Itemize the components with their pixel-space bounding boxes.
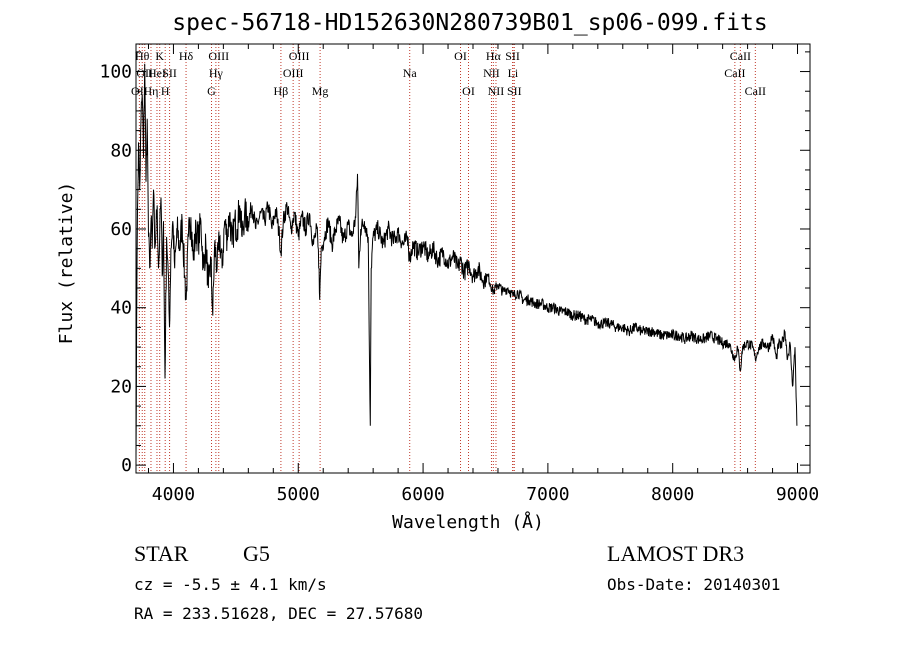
spectral-lines-layer [138, 44, 756, 473]
spectral-line-label: Li [508, 66, 519, 80]
y-tick-label: 80 [110, 140, 132, 161]
spectral-line-label: Hδ [179, 49, 194, 63]
y-tick-label: 40 [110, 298, 132, 319]
spectral-line-labels: OIIHθOIIHηHeIKHSIIHδGHγOIIIHβOIIIOIIIMgN… [131, 49, 766, 98]
spectral-line-label: OI [462, 84, 475, 98]
spectral-line-label: Mg [312, 84, 329, 98]
x-tick-label: 7000 [526, 484, 569, 505]
spectral-line-label: OIII [283, 66, 304, 80]
spectral-line-label: OIII [289, 49, 310, 63]
spectral-line-label: Na [403, 66, 418, 80]
y-tick-label: 0 [121, 455, 132, 476]
y-axis-label: Flux (relative) [56, 182, 77, 345]
y-tick-label: 100 [99, 62, 132, 83]
spectral-line-label: Hθ [135, 49, 150, 63]
spectral-line-label: Hα [486, 49, 502, 63]
x-tick-label: 4000 [152, 484, 195, 505]
x-tick-label: 9000 [776, 484, 819, 505]
spectral-line-label: HeI [148, 66, 166, 80]
spectral-line-label: H [161, 84, 170, 98]
coordinates: RA = 233.51628, DEC = 27.57680 [134, 604, 423, 623]
survey-name: LAMOST DR3 [607, 541, 745, 566]
spectral-line-label: Hβ [274, 84, 289, 98]
spectral-line-label: Hγ [209, 66, 224, 80]
spectral-line-label: CaII [730, 49, 751, 63]
spectral-line-label: CaII [745, 84, 766, 98]
spectral-line-label: CaII [724, 66, 745, 80]
x-tick-label: 8000 [651, 484, 694, 505]
plot-frame [135, 43, 811, 474]
chart-title: spec-56718-HD152630N280739B01_sp06-099.f… [172, 10, 768, 36]
obs-date: Obs-Date: 20140301 [607, 575, 781, 594]
spectral-line-label: K [155, 49, 164, 63]
spectral-line-label: SII [162, 66, 177, 80]
spectral-line-label: Hη [144, 84, 159, 98]
x-axis-label: Wavelength (Å) [392, 511, 544, 533]
spectral-line-label: G [207, 84, 216, 98]
spectral-line-label: SII [505, 49, 520, 63]
spectral-line-label: NII [483, 66, 500, 80]
spectral-line-label: NII [488, 84, 505, 98]
redshift-info: cz = -5.5 ± 4.1 km/s [134, 575, 327, 594]
object-class: STAR [134, 541, 189, 566]
flux-series-line [135, 63, 798, 458]
object-subclass: G5 [243, 541, 270, 566]
y-tick-label: 20 [110, 376, 132, 397]
y-tick-label: 60 [110, 219, 132, 240]
spectral-line-label: OI [454, 49, 467, 63]
plot-border [135, 43, 811, 474]
axis-ticks: 4000 5000 6000 7000 8000 9000 0 20 40 60 80 100 [99, 44, 819, 505]
spectral-line-label: SII [507, 84, 522, 98]
x-tick-label: 5000 [277, 484, 320, 505]
x-tick-label: 6000 [401, 484, 444, 505]
spectral-line-label: OIII [208, 49, 229, 63]
